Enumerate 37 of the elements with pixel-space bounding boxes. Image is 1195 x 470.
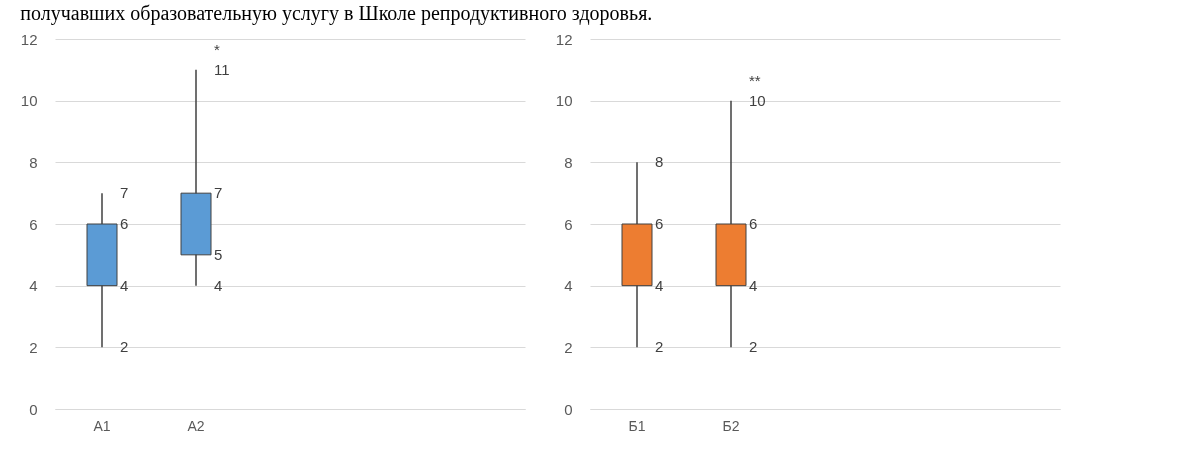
y-tick-label: 6 <box>564 215 573 233</box>
x-tick-label: А2 <box>187 417 205 434</box>
annotation: 5 <box>214 245 223 263</box>
y-tick-label: 4 <box>564 277 573 295</box>
annotation: 7 <box>120 184 129 202</box>
annotation: 2 <box>655 338 664 356</box>
y-tick-label: 8 <box>29 153 38 171</box>
annotation: 10 <box>749 91 766 109</box>
annotation: 7 <box>214 184 223 202</box>
y-tick-label: 6 <box>29 215 38 233</box>
annotation: 4 <box>214 276 223 294</box>
y-tick-label: 0 <box>29 400 38 418</box>
annotation: 6 <box>120 215 129 232</box>
annotation: 4 <box>749 276 758 294</box>
y-tick-label: 12 <box>20 30 38 48</box>
x-tick-label: Б2 <box>722 417 740 434</box>
chart-title: получавших образовательную услугу в Школе репродуктивного здоровья. <box>20 2 653 25</box>
y-tick-label: 12 <box>555 30 573 48</box>
annotation: 11 <box>214 60 230 78</box>
annotation: 8 <box>655 153 664 171</box>
annotation: ** <box>749 71 761 89</box>
y-tick-label: 4 <box>29 277 38 295</box>
y-tick-label: 8 <box>564 153 573 171</box>
x-tick-label: А1 <box>93 417 111 434</box>
x-tick-label: Б1 <box>628 417 646 434</box>
annotation: 2 <box>120 338 129 356</box>
annotation: 4 <box>120 276 129 294</box>
annotation: 6 <box>655 215 664 232</box>
annotation: 2 <box>749 338 758 356</box>
y-tick-label: 10 <box>555 92 573 110</box>
annotation: 4 <box>655 276 664 294</box>
annotation: 6 <box>749 215 758 232</box>
y-tick-label: 2 <box>564 338 573 356</box>
annotation: * <box>214 40 220 58</box>
y-tick-label: 0 <box>564 400 573 418</box>
y-tick-label: 2 <box>29 338 38 356</box>
y-tick-label: 10 <box>20 92 38 110</box>
